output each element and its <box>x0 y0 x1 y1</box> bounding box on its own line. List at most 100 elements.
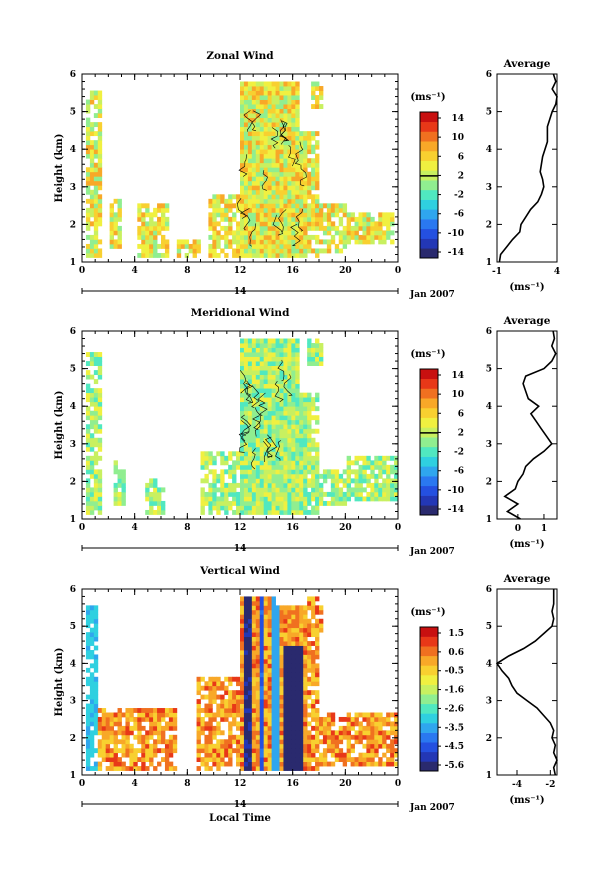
heatmap-cell <box>141 743 146 749</box>
y-axis-label: Height (km) <box>54 391 65 460</box>
heatmap-cell <box>287 198 292 204</box>
heatmap-cell <box>255 433 261 439</box>
colorbar-tick-label: -14 <box>448 505 464 515</box>
heatmap-cell <box>279 406 284 412</box>
heatmap-cell <box>315 347 320 353</box>
heatmap-cell <box>85 667 91 673</box>
heatmap-cell <box>220 198 225 204</box>
heatmap-cell <box>200 500 205 506</box>
heatmap-cell <box>307 676 312 682</box>
heatmap-cell <box>267 379 272 385</box>
heatmap-cell <box>378 730 383 736</box>
heatmap-cell <box>240 158 245 164</box>
heatmap-cell <box>374 721 379 727</box>
heatmap-cell <box>303 185 308 191</box>
heatmap-cell <box>275 207 280 213</box>
heatmap-cell <box>267 95 272 100</box>
heatmap-cell <box>279 658 284 664</box>
heatmap-cell <box>342 757 348 763</box>
heatmap-cell <box>89 95 95 100</box>
heatmap-cell <box>295 442 300 448</box>
heatmap-cell <box>279 99 284 105</box>
heatmap-cell <box>137 739 142 745</box>
heatmap-cell <box>129 752 134 758</box>
heatmap-cell <box>121 734 126 740</box>
heatmap-cell <box>271 725 276 731</box>
heatmap-cell <box>240 153 245 159</box>
heatmap-cell <box>283 442 288 448</box>
heatmap-cell <box>232 739 237 745</box>
heatmap-cell <box>342 212 348 218</box>
heatmap-cell <box>303 496 308 502</box>
heatmap-cell <box>93 699 99 704</box>
heatmap-cell <box>240 176 245 182</box>
heatmap-cell <box>236 243 241 249</box>
heatmap-cell <box>295 370 300 376</box>
heatmap-cell <box>267 203 272 209</box>
heatmap-cell <box>311 464 316 470</box>
heatmap-cell <box>279 487 284 493</box>
heatmap-cell <box>149 712 154 718</box>
heatmap-cell <box>212 203 217 209</box>
heatmap-cell <box>303 757 308 763</box>
heatmap-cell <box>291 225 296 231</box>
heatmap-cell <box>267 428 272 434</box>
heatmap-cell <box>251 433 257 439</box>
heatmap-cell <box>240 464 245 470</box>
heatmap-cell <box>390 761 395 767</box>
heatmap-cell <box>271 388 276 394</box>
heatmap-cell <box>338 716 344 722</box>
profile-x-tick-label: -2 <box>545 780 555 790</box>
heatmap-cell <box>322 716 328 722</box>
heatmap-cell <box>224 239 229 245</box>
heatmap-cell <box>161 748 166 754</box>
heatmap-cell <box>145 739 150 745</box>
heatmap-cell <box>216 509 221 515</box>
heatmap-cell <box>303 252 308 258</box>
heatmap-cell <box>224 761 229 767</box>
heatmap-cell <box>240 690 245 696</box>
heatmap-cell <box>319 343 324 348</box>
heatmap-cell <box>374 225 379 231</box>
heatmap-cell <box>129 757 134 763</box>
contour-line <box>278 209 287 233</box>
heatmap-cell <box>279 632 284 638</box>
heatmap-cell <box>93 716 99 722</box>
heatmap-cell <box>240 681 245 687</box>
heatmap-cell <box>275 667 280 673</box>
heatmap-cell <box>251 135 257 141</box>
heatmap-cell <box>279 410 284 416</box>
heatmap-cell <box>291 442 296 448</box>
heatmap-cell <box>291 144 296 150</box>
heatmap-cell <box>259 162 265 168</box>
heatmap-cell <box>157 712 162 718</box>
heatmap-cell <box>137 252 142 258</box>
heatmap-cell <box>247 135 253 141</box>
heatmap-cell <box>287 455 292 461</box>
heatmap-cell <box>196 685 201 691</box>
colorbar-tick-label: -10 <box>448 486 464 496</box>
heatmap-cell <box>283 113 288 119</box>
heatmap-cell <box>212 248 217 254</box>
heatmap-cell <box>243 252 249 258</box>
heatmap-cell <box>263 383 269 389</box>
heatmap-cell <box>93 451 99 457</box>
heatmap-cell <box>220 478 225 484</box>
heatmap-cell <box>220 505 225 511</box>
heatmap-cell <box>390 739 395 745</box>
heatmap-cell <box>85 469 91 475</box>
heatmap-cell <box>346 721 351 727</box>
heatmap-cell <box>271 600 276 606</box>
heatmap-cell <box>93 171 99 177</box>
heatmap-cell <box>255 676 261 682</box>
heatmap-cell <box>299 451 304 457</box>
heatmap-cell <box>295 383 300 389</box>
heatmap-cell <box>117 708 122 713</box>
heatmap-cell <box>259 627 265 633</box>
heatmap-cell <box>204 473 209 479</box>
heatmap-cell <box>255 198 261 204</box>
heatmap-cell <box>255 392 261 398</box>
heatmap-cell <box>164 207 170 213</box>
heatmap-cell <box>247 685 253 691</box>
heatmap-cell <box>366 230 371 236</box>
